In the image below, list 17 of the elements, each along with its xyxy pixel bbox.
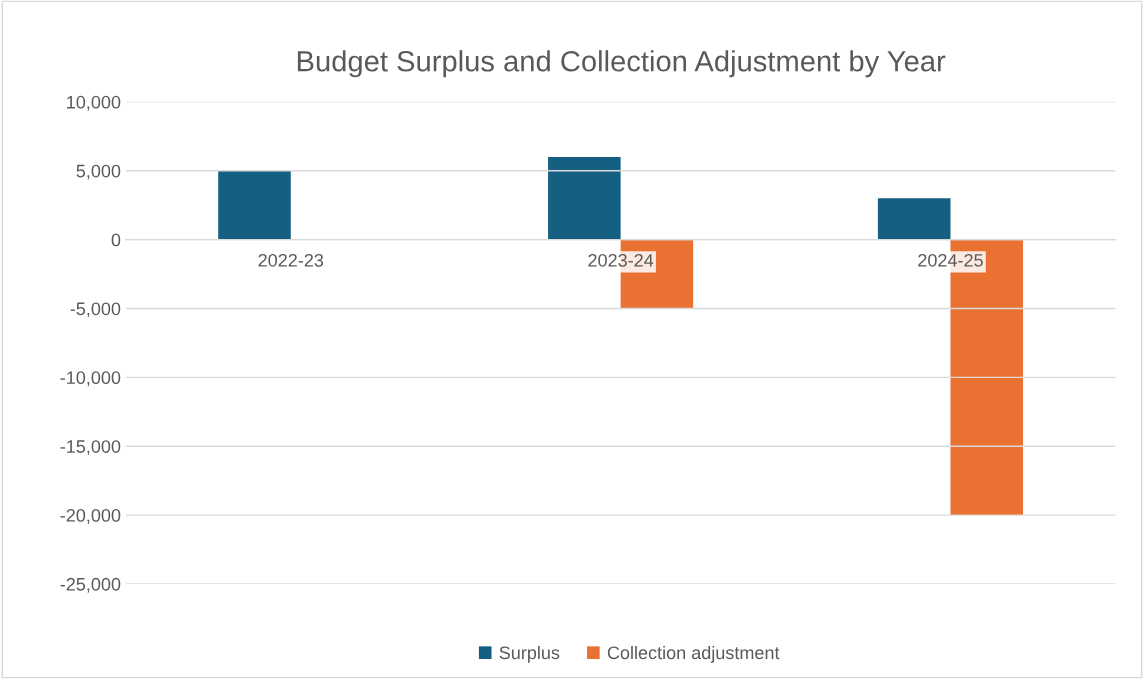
x-tick-label: 2024-25 [918, 253, 983, 267]
y-tick-label: 5,000 [76, 164, 121, 180]
x-tick-label: 2022-23 [258, 253, 324, 267]
y-tick-label: 0 [111, 233, 121, 247]
bar [548, 156, 621, 240]
chart-title: Budget Surplus and Collection Adjustment by Year [297, 50, 946, 78]
x-tick-label: 2023-24 [588, 253, 654, 267]
bar [218, 170, 291, 240]
bar [877, 198, 951, 240]
y-tick-label: -5,000 [70, 302, 121, 318]
legend-label: Surplus [499, 645, 560, 663]
y-tick-label: -15,000 [60, 440, 121, 456]
y-tick-label: 10,000 [67, 95, 121, 111]
y-tick-label: -25,000 [60, 577, 121, 593]
y-tick-label: -10,000 [60, 371, 121, 387]
legend-label: Collection adjustment [607, 645, 780, 663]
y-tick-label: -20,000 [60, 509, 121, 524]
